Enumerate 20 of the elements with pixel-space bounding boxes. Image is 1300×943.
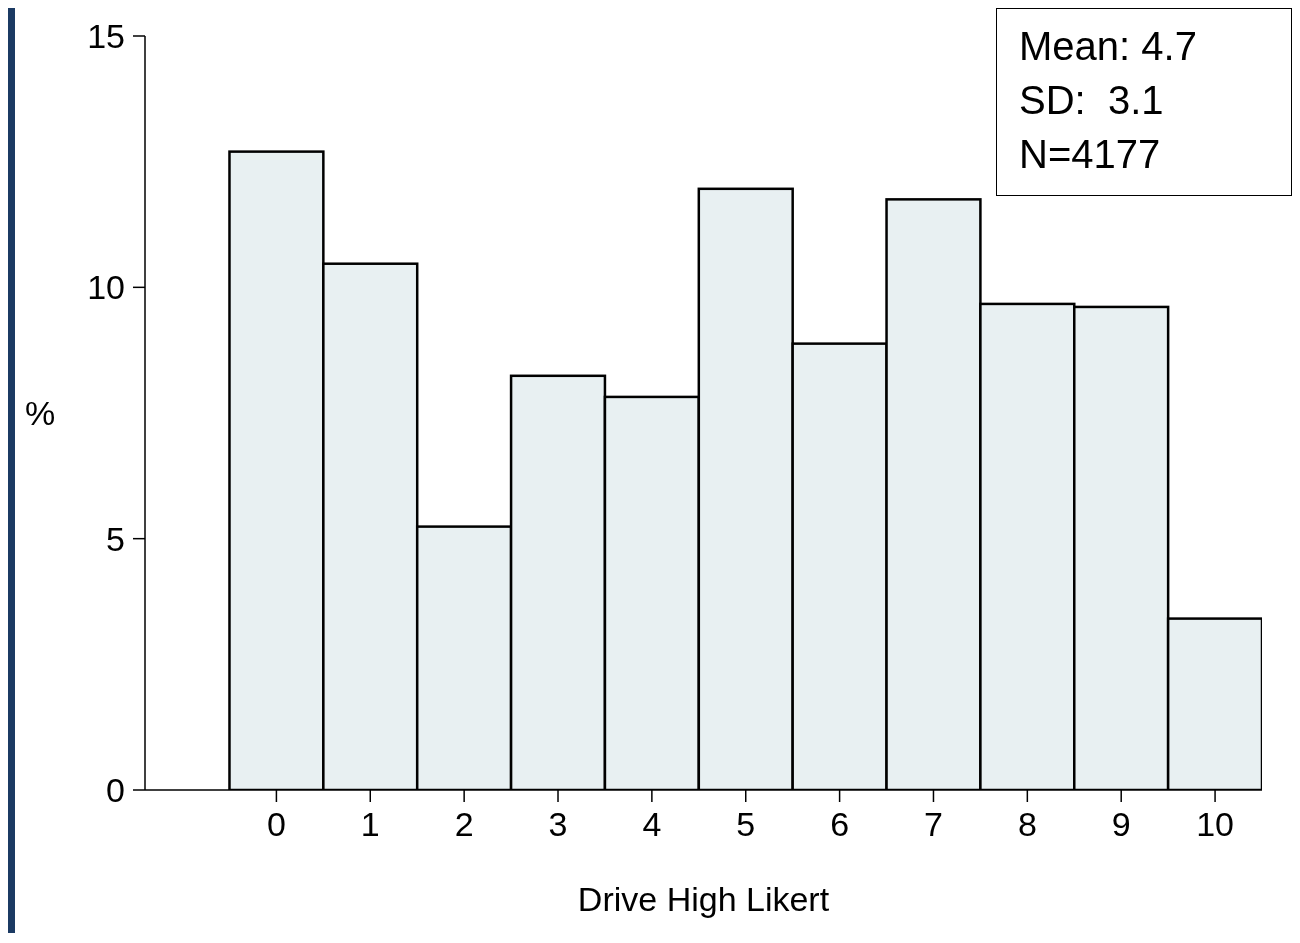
x-tick-label: 5 <box>736 805 756 844</box>
y-tick-label: 0 <box>106 771 125 810</box>
x-axis-title: Drive High Likert <box>577 880 830 918</box>
x-tick-label: 10 <box>1196 805 1234 844</box>
x-tick-label: 3 <box>548 805 568 844</box>
y-tick-label: 15 <box>87 17 125 56</box>
x-tick-label: 4 <box>642 805 662 844</box>
x-tick-label: 7 <box>924 805 943 844</box>
x-tick-label: 1 <box>360 805 380 844</box>
x-tick-label: 0 <box>266 805 286 844</box>
x-tick-label: 8 <box>1017 805 1037 844</box>
annotation: Mean: 4.7 <box>1019 23 1198 70</box>
annotation: SD: 3.1 <box>1019 77 1165 124</box>
y-tick-label: 10 <box>87 268 125 307</box>
x-tick-label: 9 <box>1111 805 1131 844</box>
x-tick-label: 6 <box>830 805 850 844</box>
y-tick-label: 5 <box>106 519 125 558</box>
x-tick-label: 2 <box>454 805 474 844</box>
annotation: N=4177 <box>1019 131 1162 178</box>
y-axis-title: % <box>25 394 56 433</box>
